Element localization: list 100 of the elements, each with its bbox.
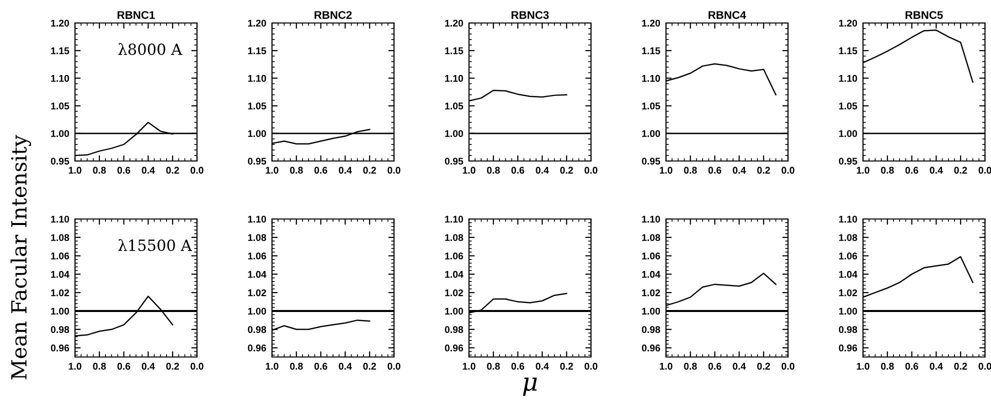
y-tick-label: 1.08 xyxy=(445,234,464,242)
y-tick-label: 1.04 xyxy=(248,270,266,278)
y-tick-label: 0.95 xyxy=(444,158,464,165)
y-tick-label: 1.04 xyxy=(839,270,858,278)
x-tick-label: 1.0 xyxy=(68,166,82,174)
x-tick-label: 0.4 xyxy=(142,166,155,174)
x-tick-label: 0.2 xyxy=(166,362,179,370)
x-tick-label: 0.6 xyxy=(511,362,524,370)
y-tick-label: 1.15 xyxy=(51,47,70,54)
x-tick-label: 0.8 xyxy=(881,362,894,370)
y-tick-label: 0.95 xyxy=(50,158,70,165)
y-tick-label: 1.00 xyxy=(642,308,660,315)
x-tick-label: 0.6 xyxy=(314,362,328,370)
x-tick-label: 0.4 xyxy=(142,362,155,370)
y-tick-label: 1.06 xyxy=(51,252,70,260)
y-tick-label: 1.10 xyxy=(248,74,266,82)
chart-title: RBNC2 xyxy=(314,11,352,19)
y-tick-label: 1.00 xyxy=(51,130,70,138)
y-tick-label: 1.10 xyxy=(642,74,660,82)
x-tick-label: 1.0 xyxy=(462,362,476,370)
y-tick-label: 0.96 xyxy=(838,344,858,352)
x-tick-label: 0.2 xyxy=(757,362,770,370)
y-tick-label: 1.00 xyxy=(51,308,70,315)
x-tick-label: 0.2 xyxy=(363,362,376,370)
y-tick-label: 1.06 xyxy=(248,252,266,260)
y-tick-label: 1.00 xyxy=(248,130,266,138)
y-tick-label: 1.02 xyxy=(51,289,70,296)
x-tick-label: 0.4 xyxy=(930,362,943,370)
y-tick-label: 1.08 xyxy=(51,234,70,242)
x-tick-label: 0.2 xyxy=(363,166,376,174)
y-tick-label: 1.05 xyxy=(642,102,660,110)
y-tick-label: 1.02 xyxy=(839,289,858,296)
y-tick-label: 1.10 xyxy=(51,216,70,223)
x-tick-label: 0.0 xyxy=(388,362,400,370)
y-tick-label: 1.04 xyxy=(445,270,464,278)
x-tick-label: 0.2 xyxy=(954,166,967,174)
x-tick-label: 1.0 xyxy=(660,166,672,174)
x-tick-label: 0.4 xyxy=(338,166,352,174)
y-tick-label: 0.95 xyxy=(642,158,660,165)
y-tick-label: 0.98 xyxy=(838,326,858,334)
y-tick-label: 1.20 xyxy=(839,20,858,27)
x-axis-title: μ xyxy=(522,378,537,396)
y-tick-label: 0.98 xyxy=(444,326,464,334)
y-tick-label: 1.20 xyxy=(445,20,464,27)
y-tick-label: 0.96 xyxy=(642,344,660,352)
y-tick-label: 1.06 xyxy=(642,252,660,260)
y-tick-label: 1.10 xyxy=(839,74,858,82)
y-tick-label: 1.10 xyxy=(445,74,464,82)
x-tick-label: 0.0 xyxy=(190,166,204,174)
x-tick-label: 0.4 xyxy=(536,166,549,174)
x-tick-label: 0.4 xyxy=(732,166,746,174)
x-tick-label: 0.6 xyxy=(117,166,130,174)
x-tick-label: 0.6 xyxy=(708,362,722,370)
x-tick-label: 1.0 xyxy=(266,362,278,370)
y-tick-label: 1.08 xyxy=(642,234,660,242)
x-tick-label: 1.0 xyxy=(856,362,870,370)
x-tick-label: 0.0 xyxy=(782,166,794,174)
y-tick-label: 1.10 xyxy=(248,216,266,223)
x-tick-label: 0.4 xyxy=(536,362,549,370)
chart-title: RBNC1 xyxy=(118,11,155,19)
y-tick-label: 1.10 xyxy=(839,216,858,223)
y-tick-label: 0.96 xyxy=(50,344,70,352)
x-tick-label: 0.2 xyxy=(954,362,967,370)
x-tick-label: 0.6 xyxy=(511,166,524,174)
y-tick-label: 1.00 xyxy=(445,130,464,138)
x-tick-label: 1.0 xyxy=(266,166,278,174)
x-tick-label: 0.8 xyxy=(881,166,894,174)
y-tick-label: 1.05 xyxy=(445,102,464,110)
y-tick-label: 1.20 xyxy=(642,20,660,27)
x-tick-label: 0.8 xyxy=(93,362,106,370)
x-tick-label: 0.2 xyxy=(166,166,179,174)
x-tick-label: 0.6 xyxy=(117,362,130,370)
x-tick-label: 0.8 xyxy=(684,166,697,174)
x-tick-label: 0.8 xyxy=(290,362,303,370)
y-tick-label: 1.10 xyxy=(642,216,660,223)
y-tick-label: 1.00 xyxy=(839,308,858,315)
y-tick-label: 1.04 xyxy=(51,270,70,278)
y-tick-label: 1.02 xyxy=(445,289,464,296)
x-tick-label: 0.2 xyxy=(560,166,573,174)
x-tick-label: 0.0 xyxy=(978,166,991,174)
annotation: λ8000 A xyxy=(118,43,182,56)
y-tick-label: 1.20 xyxy=(51,20,70,27)
y-tick-label: 1.00 xyxy=(839,130,858,138)
x-tick-label: 1.0 xyxy=(660,362,672,370)
x-tick-label: 0.2 xyxy=(560,362,573,370)
x-tick-label: 0.8 xyxy=(290,166,303,174)
y-tick-label: 1.05 xyxy=(51,102,70,110)
y-tick-label: 1.00 xyxy=(642,130,660,138)
chart-title: RBNC5 xyxy=(906,11,943,19)
x-tick-label: 0.4 xyxy=(338,362,352,370)
y-tick-label: 1.05 xyxy=(839,102,858,110)
x-tick-label: 0.6 xyxy=(905,166,918,174)
x-tick-label: 1.0 xyxy=(856,166,870,174)
y-tick-label: 1.06 xyxy=(445,252,464,260)
x-tick-label: 0.4 xyxy=(732,362,746,370)
y-tick-label: 1.04 xyxy=(642,270,660,278)
y-tick-label: 1.10 xyxy=(51,74,70,82)
y-tick-label: 0.95 xyxy=(838,158,858,165)
y-tick-label: 1.10 xyxy=(445,216,464,223)
y-tick-label: 0.95 xyxy=(248,158,266,165)
